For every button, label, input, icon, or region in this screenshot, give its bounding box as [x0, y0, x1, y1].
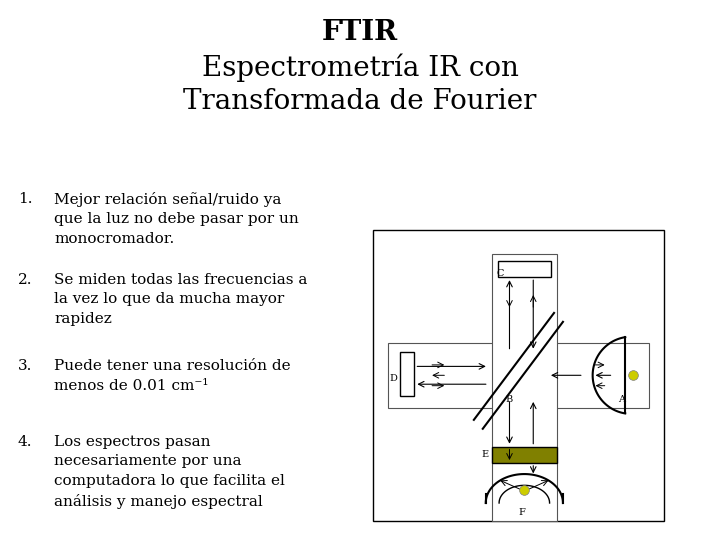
Text: E: E	[481, 450, 488, 459]
Bar	[492, 253, 557, 521]
Text: B: B	[505, 395, 513, 404]
Text: 4.: 4.	[18, 435, 32, 449]
Text: A: A	[618, 395, 625, 404]
Bar	[388, 342, 649, 408]
Text: Puede tener una resolución de
menos de 0.01 cm⁻¹: Puede tener una resolución de menos de 0…	[54, 359, 291, 393]
Text: Espectrometría IR con
Transformada de Fourier: Espectrometría IR con Transformada de Fo…	[184, 54, 536, 115]
Bar	[498, 261, 551, 277]
Bar	[400, 352, 415, 396]
Text: F: F	[518, 508, 526, 517]
Text: Mejor relación señal/ruido ya
que la luz no debe pasar por un
monocromador.: Mejor relación señal/ruido ya que la luz…	[54, 192, 299, 246]
Text: 3.: 3.	[18, 359, 32, 373]
Text: 1.: 1.	[18, 192, 32, 206]
Text: Los espectros pasan
necesariamente por una
computadora lo que facilita el
anális: Los espectros pasan necesariamente por u…	[54, 435, 285, 509]
Bar	[492, 447, 557, 463]
Text: D: D	[390, 374, 397, 383]
Text: Se miden todas las frecuencias a
la vez lo que da mucha mayor
rapidez: Se miden todas las frecuencias a la vez …	[54, 273, 307, 326]
Text: FTIR: FTIR	[322, 19, 398, 46]
Text: C: C	[496, 269, 503, 278]
Text: 2.: 2.	[18, 273, 32, 287]
